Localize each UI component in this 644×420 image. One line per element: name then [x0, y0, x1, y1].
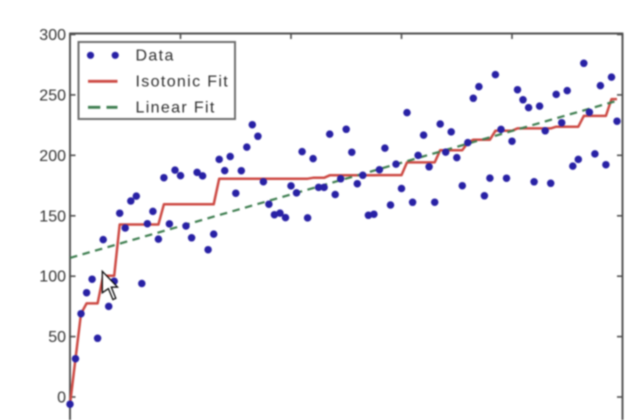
svg-text:Data: Data — [136, 48, 175, 65]
svg-text:250: 250 — [39, 87, 66, 104]
svg-text:100: 100 — [39, 269, 66, 286]
svg-text:0: 0 — [57, 390, 66, 407]
svg-text:150: 150 — [39, 208, 66, 225]
svg-text:300: 300 — [39, 27, 66, 44]
svg-text:Isotonic Fit: Isotonic Fit — [136, 74, 230, 91]
svg-text:200: 200 — [39, 148, 66, 165]
svg-text:Linear Fit: Linear Fit — [136, 100, 216, 117]
svg-text:50: 50 — [48, 329, 66, 346]
